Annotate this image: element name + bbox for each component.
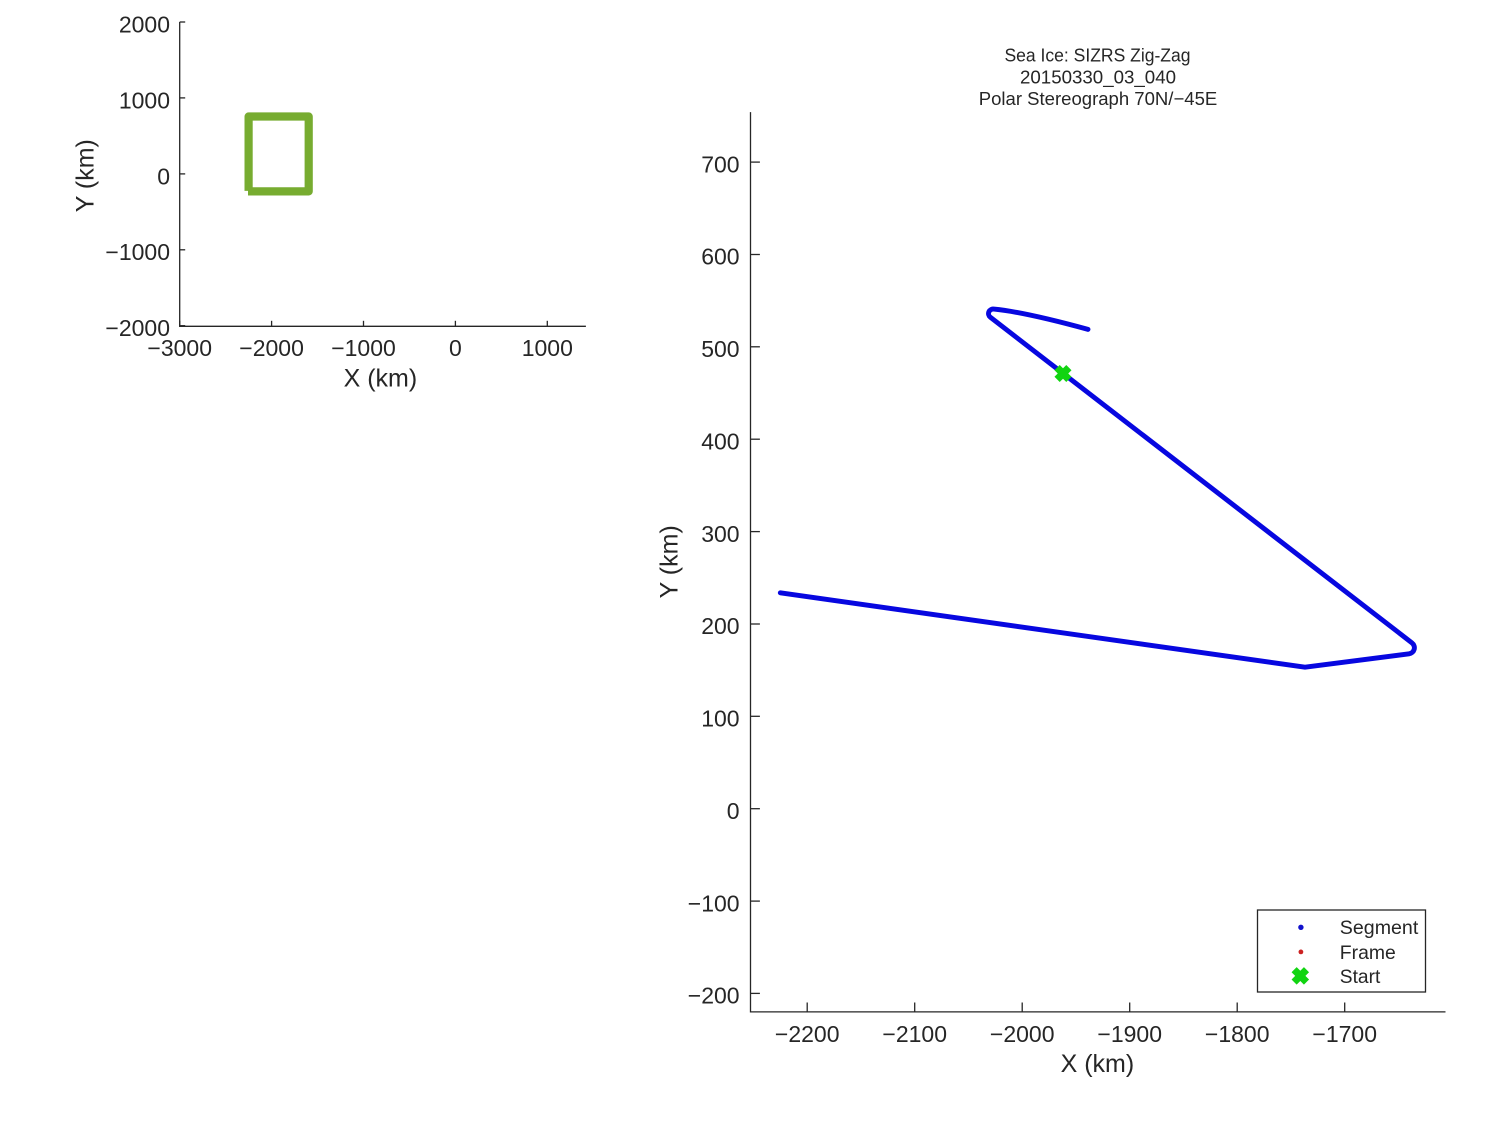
svg-text:200: 200 bbox=[701, 613, 739, 639]
svg-text:−2000: −2000 bbox=[105, 315, 170, 341]
svg-text:−1000: −1000 bbox=[331, 335, 396, 361]
svg-text:Start: Start bbox=[1340, 966, 1381, 988]
svg-text:−2000: −2000 bbox=[239, 335, 304, 361]
svg-text:−1700: −1700 bbox=[1312, 1021, 1377, 1047]
svg-text:500: 500 bbox=[701, 336, 739, 362]
svg-text:0: 0 bbox=[157, 163, 170, 189]
svg-text:100: 100 bbox=[701, 706, 739, 732]
svg-text:−2000: −2000 bbox=[990, 1021, 1055, 1047]
svg-text:−2200: −2200 bbox=[775, 1021, 840, 1047]
svg-text:−1900: −1900 bbox=[1097, 1021, 1162, 1047]
svg-text:300: 300 bbox=[701, 521, 739, 547]
svg-text:400: 400 bbox=[701, 428, 739, 454]
svg-text:700: 700 bbox=[701, 151, 739, 177]
svg-text:X (km): X (km) bbox=[344, 365, 418, 393]
svg-text:600: 600 bbox=[701, 244, 739, 270]
svg-text:1000: 1000 bbox=[522, 335, 573, 361]
svg-text:−3000: −3000 bbox=[147, 335, 212, 361]
svg-text:0: 0 bbox=[727, 798, 740, 824]
svg-text:X (km): X (km) bbox=[1061, 1050, 1135, 1078]
svg-text:−2100: −2100 bbox=[882, 1021, 947, 1047]
svg-text:−1800: −1800 bbox=[1205, 1021, 1270, 1047]
svg-text:2000: 2000 bbox=[119, 11, 170, 37]
svg-text:Y (km): Y (km) bbox=[656, 525, 684, 598]
svg-text:0: 0 bbox=[449, 335, 462, 361]
svg-text:Sea Ice: SIZRS Zig-Zag: Sea Ice: SIZRS Zig-Zag bbox=[1005, 45, 1191, 66]
svg-text:Frame: Frame bbox=[1340, 942, 1396, 964]
svg-text:1000: 1000 bbox=[119, 87, 170, 113]
svg-text:Y (km): Y (km) bbox=[72, 139, 100, 212]
svg-text:−1000: −1000 bbox=[105, 239, 170, 265]
svg-text:Polar Stereograph 70N/−45E: Polar Stereograph 70N/−45E bbox=[979, 88, 1218, 109]
svg-text:−200: −200 bbox=[688, 983, 740, 1009]
svg-text:20150330_03_040: 20150330_03_040 bbox=[1020, 67, 1176, 89]
svg-text:−100: −100 bbox=[688, 890, 740, 916]
svg-text:Segment: Segment bbox=[1340, 917, 1419, 939]
